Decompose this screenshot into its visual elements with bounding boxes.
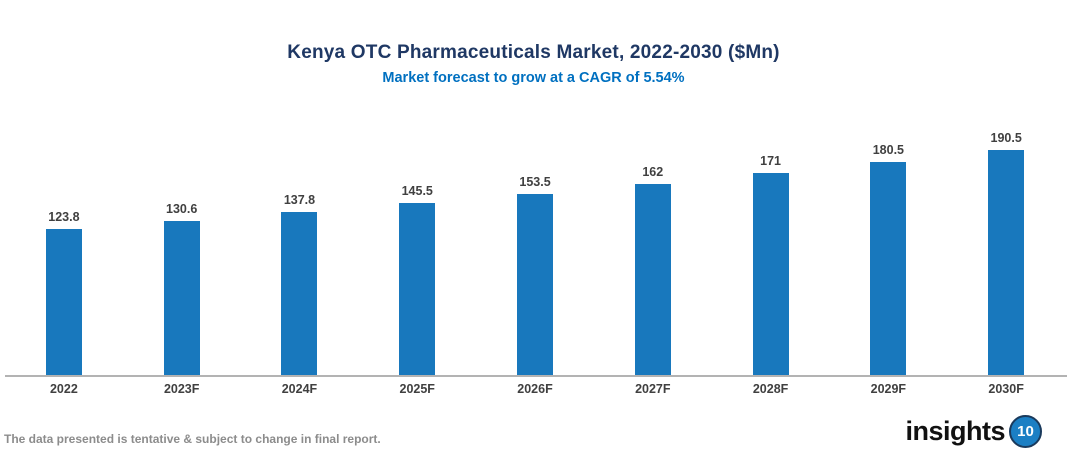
x-axis-tick-label: 2027F	[635, 382, 671, 396]
bar-group: 190.5 2030F	[947, 131, 1065, 396]
x-axis-tick-label: 2024F	[281, 382, 318, 396]
bar-value-label: 190.5	[990, 131, 1022, 145]
bar-group: 123.8 2022	[5, 135, 123, 396]
bar	[752, 173, 789, 375]
bar	[870, 162, 907, 375]
bar	[988, 150, 1025, 375]
bar-value-label: 171	[760, 154, 781, 168]
bar-chart: 123.8 2022 130.6 2023F 137.8 2024F 145.5 2025F 1…	[5, 131, 1065, 396]
chart-header: Kenya OTC Pharmaceuticals Market, 2022-2…	[0, 0, 1067, 86]
bar	[163, 221, 200, 375]
bar-group: 130.6 2023F	[123, 135, 241, 396]
x-axis-tick-label: 2025F	[399, 382, 435, 396]
bar	[281, 212, 318, 375]
bar-group: 180.5 2029F	[829, 135, 947, 396]
bar-group: 137.8 2024F	[241, 135, 359, 396]
x-axis-tick-label: 2029F	[870, 382, 907, 396]
bar	[517, 194, 554, 375]
bar-value-label: 180.5	[872, 143, 904, 157]
x-axis-tick-label: 2026F	[517, 382, 553, 396]
chart-subtitle: Market forecast to grow at a CAGR of 5.5…	[382, 70, 685, 86]
bar-value-label: 153.5	[519, 175, 551, 189]
bar-group: 145.5 2025F	[358, 135, 476, 396]
logo-10-badge-icon: 10	[1009, 415, 1042, 448]
bar-value-label: 123.8	[48, 210, 80, 224]
bar-value-label: 137.8	[283, 193, 316, 207]
bar-value-label: 145.5	[401, 184, 433, 198]
x-axis-tick-label: 2023F	[163, 382, 200, 396]
bar-value-label: 130.6	[166, 202, 198, 216]
bar-group: 171 2028F	[712, 135, 830, 396]
x-axis-tick-label: 2028F	[752, 382, 789, 396]
bar	[399, 203, 436, 375]
x-axis-line	[5, 375, 1067, 377]
bar-group: 153.5 2026F	[476, 135, 594, 396]
bar-group: 162 2027F	[594, 135, 712, 396]
insights10-logo: insights 10	[905, 415, 1042, 448]
logo-wordmark: insights	[905, 416, 1005, 446]
x-axis-tick-label: 2030F	[988, 382, 1024, 396]
bar-value-label: 162	[642, 165, 664, 179]
x-axis-tick-label: 2022	[49, 382, 78, 396]
bar	[634, 184, 671, 375]
chart-title: Kenya OTC Pharmaceuticals Market, 2022-2…	[287, 42, 780, 63]
bar	[45, 229, 82, 375]
disclaimer-text: The data presented is tentative & subjec…	[4, 432, 381, 446]
